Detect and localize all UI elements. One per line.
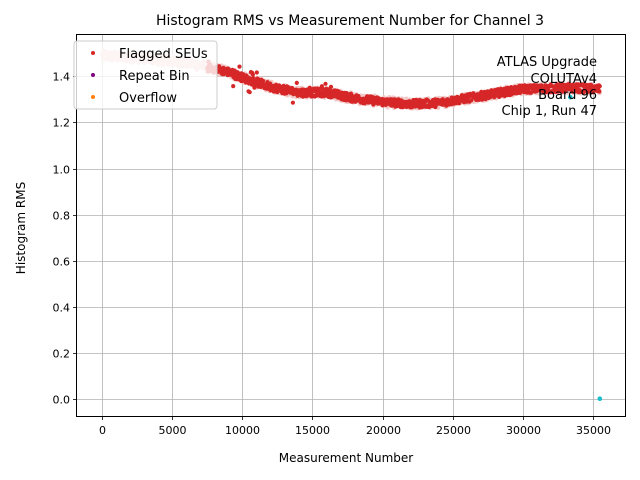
legend-box [73,40,218,110]
y-tick-label: 0.2 [53,348,71,361]
y-axis-ticks: 0.0 0.2 0.4 0.6 0.8 1.0 1.2 1.4 [53,71,77,407]
flagged-point [529,90,534,95]
x-axis-ticks: 0 5000 10000 15000 20000 25000 30000 35000 [99,416,611,437]
x-tick-label: 5000 [159,424,187,437]
legend-label-repeat: Repeat Bin [119,69,190,84]
flagged-point [261,78,266,83]
x-tick-label: 15000 [295,424,330,437]
y-tick-label: 1.0 [53,164,71,177]
annotation-line-2: COLUTAv4 [531,72,597,87]
legend-label-flagged: Flagged SEUs [119,47,208,62]
flagged-point [597,89,602,94]
y-axis-label: Histogram RMS [14,182,28,274]
y-tick-label: 1.2 [53,117,71,130]
y-tick-label: 0.8 [53,210,71,223]
annotation-line-3: Board 96 [538,88,597,103]
flagged-point [469,98,474,103]
x-tick-label: 30000 [506,424,541,437]
legend-label-overflow: Overflow [119,91,177,106]
annotation-line-4: Chip 1, Run 47 [502,104,597,119]
legend: Flagged SEUs Repeat Bin Overflow [73,40,218,110]
plot-frame [76,34,626,417]
annotation-line-1: ATLAS Upgrade [497,55,597,70]
outlier-point [597,396,603,402]
outlier-point [568,94,573,100]
legend-marker-repeat [91,73,95,77]
legend-marker-flagged [91,51,95,55]
x-tick-label: 0 [99,424,106,437]
flagged-seu-points [205,59,602,110]
y-tick-label: 0.6 [53,256,71,269]
flagged-point [488,95,493,100]
legend-marker-overflow [91,95,95,99]
flagged-point [237,64,242,69]
flagged-point [254,70,259,75]
y-tick-label: 0.0 [53,394,71,407]
y-tick-label: 1.4 [53,71,71,84]
flagged-point [231,84,236,89]
x-tick-label: 25000 [436,424,471,437]
annotation: ATLAS Upgrade COLUTAv4 Board 96 Chip 1, … [497,55,597,119]
x-tick-label: 20000 [366,424,401,437]
flagged-point [328,84,334,89]
flagged-point [247,90,252,95]
flagged-point [294,80,299,85]
flagged-point [250,72,255,77]
outlier-points [568,94,603,402]
x-axis-label: Measurement Number [279,451,413,465]
flagged-point [597,84,602,89]
flagged-point [290,100,295,105]
grid [77,35,625,416]
x-tick-label: 10000 [225,424,260,437]
flagged-point [323,81,328,86]
x-tick-label: 35000 [576,424,611,437]
y-tick-label: 0.4 [53,302,71,315]
chart-title: Histogram RMS vs Measurement Number for … [156,13,544,29]
